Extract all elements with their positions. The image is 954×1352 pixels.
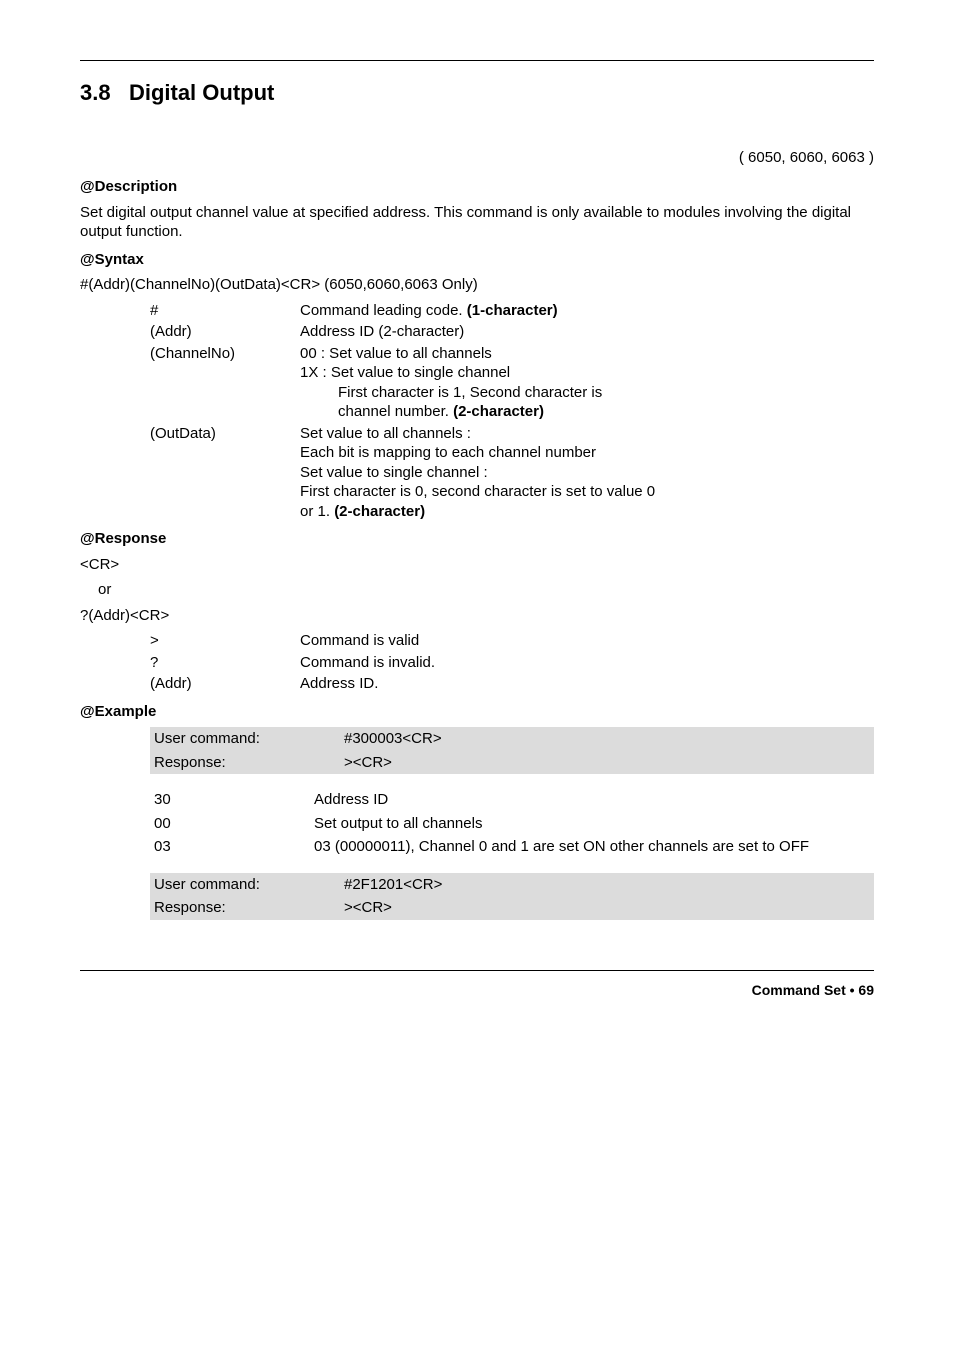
footer-bullet: • <box>850 982 855 998</box>
section-title: 3.8 Digital Output <box>80 79 874 108</box>
description-text: Set digital output channel value at spec… <box>80 203 874 242</box>
example-right: Address ID <box>314 788 874 812</box>
syntax-heading: @Syntax <box>80 250 874 270</box>
example-right: Set output to all channels <box>314 812 874 836</box>
param-val: Command is invalid. <box>300 653 874 673</box>
param-key: > <box>150 631 300 651</box>
top-rule <box>80 60 874 61</box>
description-heading: @Description <box>80 177 874 197</box>
param-val: Set value to all channels :Each bit is m… <box>300 424 874 522</box>
response-l1: <CR> <box>80 555 874 575</box>
example-right: #2F1201<CR> <box>314 873 874 897</box>
response-l3: ?(Addr)<CR> <box>80 606 874 626</box>
param-line: Each bit is mapping to each channel numb… <box>300 443 874 463</box>
param-val: Command is valid <box>300 631 874 651</box>
spacer <box>150 859 874 873</box>
model-list: ( 6050, 6060, 6063 ) <box>80 148 874 168</box>
param-line: Set value to single channel : <box>300 463 874 483</box>
example-left: 03 <box>150 835 314 859</box>
param-row: (Addr)Address ID. <box>150 674 874 694</box>
example-right: 03 (00000011), Channel 0 and 1 are set O… <box>314 835 874 859</box>
param-row: >Command is valid <box>150 631 874 651</box>
section-number: 3.8 <box>80 80 111 105</box>
param-line: Set value to all channels : <box>300 424 874 444</box>
example-block: User command:#300003<CR>Response:><CR>30… <box>150 727 874 920</box>
param-key: (Addr) <box>150 322 300 342</box>
param-line: First character is 0, second character i… <box>300 482 874 502</box>
bottom-rule <box>80 970 874 971</box>
example-row: 0303 (00000011), Channel 0 and 1 are set… <box>150 835 874 859</box>
example-row: Response:><CR> <box>150 751 874 775</box>
example-row: User command:#300003<CR> <box>150 727 874 751</box>
param-key: (OutData) <box>150 424 300 444</box>
param-row: #Command leading code. (1-character) <box>150 301 874 321</box>
param-line: or 1. (2-character) <box>300 502 874 522</box>
param-line: channel number. (2-character) <box>300 402 874 422</box>
param-key: ? <box>150 653 300 673</box>
response-heading: @Response <box>80 529 874 549</box>
example-right: ><CR> <box>314 896 874 920</box>
example-right: ><CR> <box>314 751 874 775</box>
syntax-line: #(Addr)(ChannelNo)(OutData)<CR> (6050,60… <box>80 275 874 295</box>
example-left: User command: <box>150 727 314 751</box>
response-params: >Command is valid?Command is invalid.(Ad… <box>150 631 874 694</box>
spacer <box>150 774 874 788</box>
example-row: 30Address ID <box>150 788 874 812</box>
example-row: 00Set output to all channels <box>150 812 874 836</box>
example-left: Response: <box>150 751 314 775</box>
param-val: Address ID (2-character) <box>300 322 874 342</box>
footer-label: Command Set <box>752 982 846 998</box>
param-val: Command leading code. (1-character) <box>300 301 874 321</box>
param-row: ?Command is invalid. <box>150 653 874 673</box>
example-left: User command: <box>150 873 314 897</box>
example-row: Response:><CR> <box>150 896 874 920</box>
param-key: (Addr) <box>150 674 300 694</box>
param-line: 1X : Set value to single channel <box>300 363 874 383</box>
param-line: Command leading code. (1-character) <box>300 301 874 321</box>
example-row: User command:#2F1201<CR> <box>150 873 874 897</box>
page-footer: Command Set • 69 <box>80 981 874 999</box>
example-left: 00 <box>150 812 314 836</box>
footer-page: 69 <box>858 982 874 998</box>
param-line: 00 : Set value to all channels <box>300 344 874 364</box>
example-heading: @Example <box>80 702 874 722</box>
param-val: Address ID. <box>300 674 874 694</box>
param-row: (OutData)Set value to all channels :Each… <box>150 424 874 522</box>
param-val: 00 : Set value to all channels1X : Set v… <box>300 344 874 422</box>
section-name: Digital Output <box>129 80 274 105</box>
param-key: # <box>150 301 300 321</box>
param-line: Address ID (2-character) <box>300 322 874 342</box>
example-left: 30 <box>150 788 314 812</box>
example-right: #300003<CR> <box>314 727 874 751</box>
param-row: (ChannelNo)00 : Set value to all channel… <box>150 344 874 422</box>
example-left: Response: <box>150 896 314 920</box>
param-row: (Addr)Address ID (2-character) <box>150 322 874 342</box>
syntax-params: #Command leading code. (1-character)(Add… <box>150 301 874 522</box>
response-or: or <box>98 580 874 600</box>
param-line: First character is 1, Second character i… <box>300 383 874 403</box>
param-key: (ChannelNo) <box>150 344 300 364</box>
